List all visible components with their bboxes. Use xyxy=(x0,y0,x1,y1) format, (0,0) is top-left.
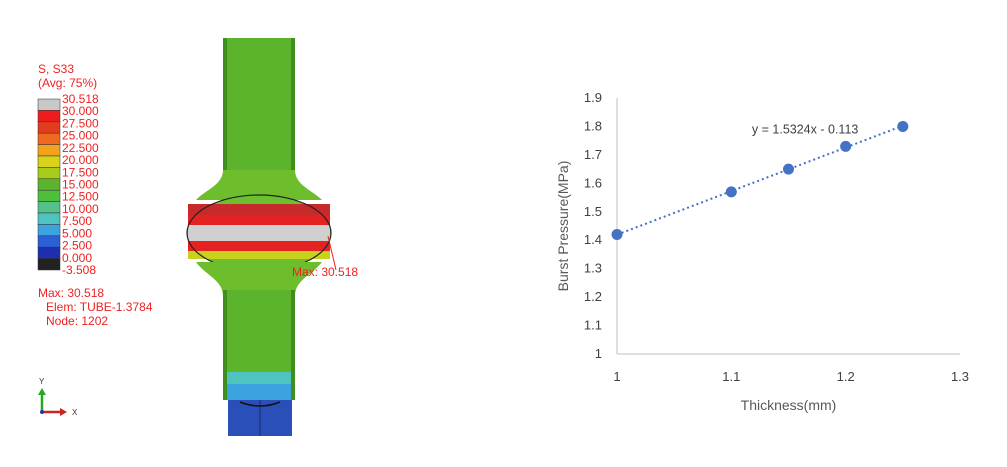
legend-swatch xyxy=(37,246,61,259)
fea-contour-figure: S, S33 (Avg: 75%) 30.51830.00027.50025.0… xyxy=(37,38,358,436)
y-tick-labels: 1 1.1 1.2 1.3 1.4 1.5 1.6 1.7 1.8 1.9 xyxy=(584,90,602,361)
legend-value: 27.500 xyxy=(62,116,99,130)
legend-title: S, S33 xyxy=(38,62,74,76)
y-axis-label: Burst Pressure(MPa) xyxy=(555,161,571,292)
y-tick-label: 1.4 xyxy=(584,232,602,247)
axis-y-label: Y xyxy=(39,377,45,386)
chart-axes xyxy=(616,98,960,355)
legend-swatch xyxy=(37,201,61,214)
legend-value: -3.508 xyxy=(62,263,96,277)
x-tick-label: 1 xyxy=(613,369,620,384)
x-tick-label: 1.1 xyxy=(722,369,740,384)
legend-value: 7.500 xyxy=(62,214,92,228)
legend-value: 30.518 xyxy=(62,92,99,106)
legend-swatch xyxy=(37,189,61,202)
max-node-text: Node: 1202 xyxy=(46,314,108,328)
legend-value: 12.500 xyxy=(62,190,99,204)
y-tick-label: 1 xyxy=(595,346,602,361)
legend-value: 0.000 xyxy=(62,251,92,265)
y-tick-label: 1.6 xyxy=(584,175,602,190)
legend-swatch xyxy=(37,224,61,237)
trendline xyxy=(616,124,904,236)
y-tick-label: 1.9 xyxy=(584,90,602,105)
legend-swatch xyxy=(37,121,61,134)
data-point xyxy=(783,163,794,175)
y-tick-label: 1.2 xyxy=(584,289,602,304)
x-tick-label: 1.3 xyxy=(951,369,969,384)
data-point xyxy=(611,229,623,241)
legend-value: 15.000 xyxy=(62,178,99,192)
x-axis-label: Thickness(mm) xyxy=(741,397,837,413)
legend-swatch xyxy=(37,98,61,111)
data-point xyxy=(840,140,852,152)
legend-swatch xyxy=(37,258,61,271)
x-tick-label: 1.2 xyxy=(837,369,855,384)
y-tick-label: 1.1 xyxy=(584,318,602,333)
legend-swatch xyxy=(37,144,61,157)
burst-pressure-chart: 11.11.21.31.41.51.61.71.81.9 1 1.1 1.2 1.3 … xyxy=(555,90,969,413)
legend-value: 20.000 xyxy=(62,153,99,167)
max-callout-label: Max: 30.518 xyxy=(292,265,358,279)
legend-value-labels: 30.51830.00027.50025.00022.50020.00017.5… xyxy=(62,92,99,277)
trendline-equation: y = 1.5324x - 0.113 xyxy=(752,122,858,136)
tube-model xyxy=(186,38,332,436)
legend-swatch xyxy=(37,178,61,191)
legend-value: 25.000 xyxy=(62,129,99,143)
legend-value: 17.500 xyxy=(62,165,99,179)
legend-subtitle: (Avg: 75%) xyxy=(38,76,97,90)
x-tick-labels: 1 1.1 1.2 1.3 xyxy=(613,369,969,384)
axis-x-label: X xyxy=(72,408,78,417)
legend-swatch xyxy=(37,110,61,123)
max-value-text: Max: 30.518 xyxy=(38,286,104,300)
legend-color-bar xyxy=(37,98,61,271)
data-point xyxy=(725,186,737,198)
data-points xyxy=(611,120,909,241)
legend-swatch xyxy=(37,167,61,180)
legend-value: 22.500 xyxy=(62,141,99,155)
legend-swatch xyxy=(37,212,61,225)
legend-value: 10.000 xyxy=(62,202,99,216)
legend-swatch xyxy=(37,132,61,145)
legend-value: 5.000 xyxy=(62,226,92,240)
y-tick-label: 1.3 xyxy=(584,261,602,276)
y-tick-label: 1.8 xyxy=(584,118,602,133)
y-tick-label: 1.7 xyxy=(584,147,602,162)
legend-swatch xyxy=(37,155,61,168)
legend-swatch xyxy=(37,235,61,248)
max-callout-line xyxy=(327,235,337,271)
legend-value: 2.500 xyxy=(62,239,92,253)
max-element-text: Elem: TUBE-1.3784 xyxy=(46,300,153,314)
y-tick-label: 1.5 xyxy=(584,204,602,219)
coordinate-triad: Y X xyxy=(38,377,78,417)
trendline-path xyxy=(616,124,904,236)
legend-value: 30.000 xyxy=(62,104,99,118)
data-point xyxy=(897,120,909,132)
